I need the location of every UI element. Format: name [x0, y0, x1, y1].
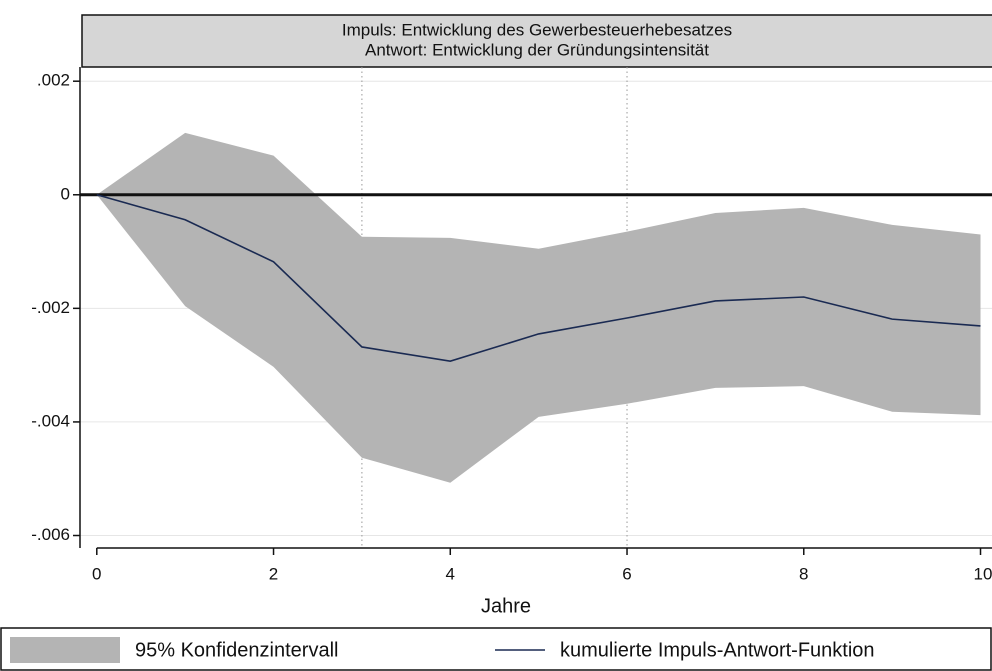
y-tick-label: -.004 [31, 411, 70, 430]
legend-swatch [10, 637, 120, 663]
x-tick-label: 4 [446, 564, 455, 583]
confidence-band [96, 132, 981, 483]
x-tick-label: 8 [799, 564, 808, 583]
chart-title: Antwort: Entwicklung der Gründungsintens… [365, 40, 709, 59]
x-axis-label: Jahre [481, 595, 531, 617]
x-tick-label: 6 [622, 564, 631, 583]
legend-label: kumulierte Impuls-Antwort-Funktion [560, 639, 875, 661]
title-box [81, 14, 992, 68]
y-tick-label: -.002 [31, 298, 70, 317]
x-tick-label: 10 [974, 564, 992, 583]
x-tick-label: 2 [269, 564, 278, 583]
chart-title: Impuls: Entwicklung des Gewerbesteuerheb… [342, 20, 732, 39]
irf-line [96, 194, 981, 362]
y-tick-label: 0 [61, 184, 70, 203]
legend-label: 95% Konfidenzintervall [135, 639, 338, 661]
x-tick-label: 0 [92, 564, 101, 583]
legend-box [0, 627, 992, 671]
y-tick-label: -.006 [31, 525, 70, 544]
y-tick-label: .002 [37, 71, 70, 90]
